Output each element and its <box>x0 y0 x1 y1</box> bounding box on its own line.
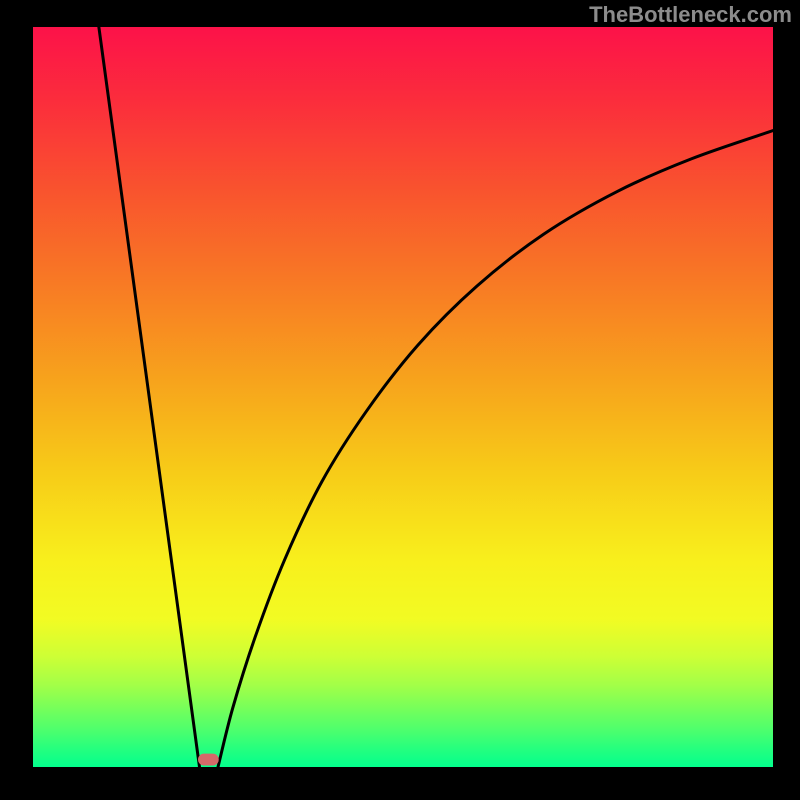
watermark-text: TheBottleneck.com <box>589 2 792 28</box>
optimum-marker <box>198 754 219 766</box>
gradient-background <box>33 27 773 767</box>
bottleneck-chart <box>33 27 773 767</box>
chart-frame: TheBottleneck.com <box>0 0 800 800</box>
